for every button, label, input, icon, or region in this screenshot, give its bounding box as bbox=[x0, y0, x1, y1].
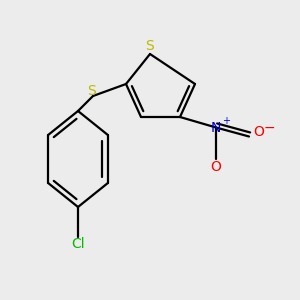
Text: N: N bbox=[211, 121, 221, 134]
Text: +: + bbox=[223, 116, 230, 126]
Text: O: O bbox=[211, 160, 221, 173]
Text: −: − bbox=[264, 121, 275, 135]
Text: O: O bbox=[253, 125, 264, 139]
Text: S: S bbox=[146, 40, 154, 53]
Text: Cl: Cl bbox=[71, 238, 85, 251]
Text: S: S bbox=[87, 85, 96, 98]
